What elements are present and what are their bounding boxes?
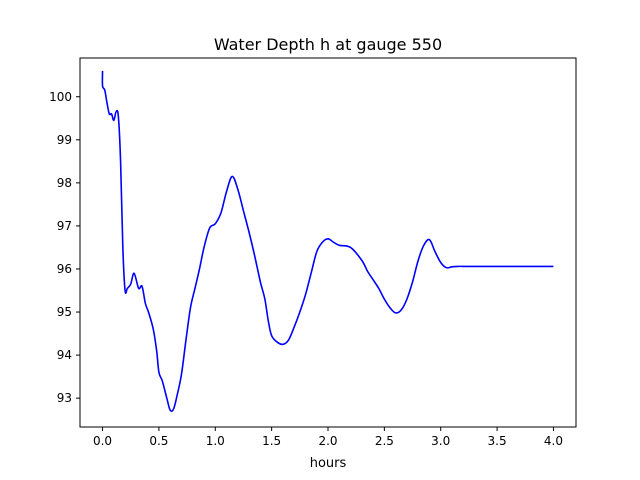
y-tick-label: 99 xyxy=(57,133,72,147)
x-tick-label: 2.0 xyxy=(318,434,337,448)
y-tick-label: 98 xyxy=(57,176,72,190)
chart-title: Water Depth h at gauge 550 xyxy=(214,35,442,54)
x-tick-label: 4.0 xyxy=(544,434,563,448)
y-axis-ticks: 93 94 95 96 97 98 99 100 xyxy=(49,90,80,405)
x-tick-label: 0.5 xyxy=(149,434,168,448)
x-tick-label: 3.5 xyxy=(488,434,507,448)
x-tick-label: 1.5 xyxy=(262,434,281,448)
x-tick-label: 1.0 xyxy=(206,434,225,448)
x-tick-label: 2.5 xyxy=(375,434,394,448)
y-tick-label: 96 xyxy=(57,262,72,276)
y-tick-label: 100 xyxy=(49,90,72,104)
series-layer xyxy=(101,70,554,412)
x-tick-label: 0.0 xyxy=(93,434,112,448)
x-axis-ticks: 0.0 0.5 1.0 1.5 2.0 2.5 3.0 3.5 4.0 xyxy=(93,427,563,448)
x-axis-label: hours xyxy=(310,456,347,471)
x-tick-label: 3.0 xyxy=(431,434,450,448)
plot-frame xyxy=(79,57,577,428)
y-tick-label: 93 xyxy=(57,391,72,405)
y-tick-label: 97 xyxy=(57,219,72,233)
series-line-0 xyxy=(101,70,554,412)
y-tick-label: 95 xyxy=(57,305,72,319)
y-tick-label: 94 xyxy=(57,348,72,362)
